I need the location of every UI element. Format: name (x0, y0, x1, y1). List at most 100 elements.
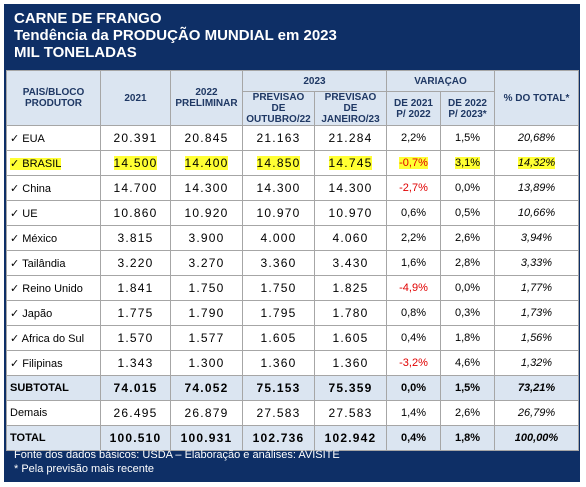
table-cell: -4,9% (386, 275, 441, 301)
table-cell: ✓ México (6, 225, 101, 251)
table-cell: 14.745 (314, 150, 387, 176)
cell-text: 1.360 (260, 356, 297, 370)
table-cell: -2,7% (386, 175, 441, 201)
cell-text: 10.970 (256, 206, 301, 220)
cell-text: 1.360 (332, 356, 369, 370)
cell-text: 4.060 (332, 231, 369, 245)
unit: MIL TONELADAS (14, 44, 137, 61)
table-row: ✓ BRASIL 14.500 14.400 14.850 14.745 -0,7% 3,1… (6, 150, 579, 176)
table-cell: 1.605 (242, 325, 315, 351)
cell-text: 73,21% (517, 382, 556, 394)
table-cell: 27.583 (314, 400, 387, 426)
table-cell: Demais (6, 400, 101, 426)
cell-text: 1.343 (117, 356, 154, 370)
table-row: ✓ Africa do Sul 1.570 1.577 1.605 1.605 0,4% 1… (6, 325, 579, 351)
table-cell: 1.360 (314, 350, 387, 376)
cell-text: 1.790 (188, 306, 225, 320)
table-cell: -0,7% (386, 150, 441, 176)
table-cell: 1,32% (494, 350, 579, 376)
cell-text: 1.577 (188, 331, 225, 345)
table-cell: 26.495 (100, 400, 171, 426)
table-cell: 14.300 (170, 175, 243, 201)
table-cell: ✓ UE (6, 200, 101, 226)
table-cell: 4.060 (314, 225, 387, 251)
table-cell: 74.015 (100, 375, 171, 401)
table-cell: 27.583 (242, 400, 315, 426)
table-cell: 3.360 (242, 250, 315, 276)
table-cell: ✓ Tailândia (6, 250, 101, 276)
table-cell: 14.500 (100, 150, 171, 176)
table-cell: 3.900 (170, 225, 243, 251)
table-cell: 14,32% (494, 150, 579, 176)
cell-text: 1.780 (332, 306, 369, 320)
note: * Pela previsão mais recente (14, 463, 155, 475)
table-cell: ✓ EUA (6, 125, 101, 151)
table-cell: 75.359 (314, 375, 387, 401)
cell-text: 1.841 (117, 281, 154, 295)
cell-text: 1.775 (117, 306, 154, 320)
table-cell: 14.850 (242, 150, 315, 176)
cell-text: 3.220 (117, 256, 154, 270)
table-cell: 1.343 (100, 350, 171, 376)
cell-text: 1,6% (400, 257, 427, 269)
table-cell: 2,8% (440, 250, 495, 276)
cell-text: ✓ Africa do Sul (10, 332, 85, 345)
table-cell: ✓ BRASIL (6, 150, 101, 176)
table-cell: 1,8% (440, 325, 495, 351)
cell-text: 27.583 (328, 406, 373, 420)
cell-text: 0,5% (454, 207, 481, 219)
cell-text: 1.795 (260, 306, 297, 320)
cell-text: 100,00% (514, 432, 559, 444)
table-cell: 4,6% (440, 350, 495, 376)
cell-text: SUBTOTAL (10, 382, 69, 394)
cell-text: 1,73% (520, 307, 553, 319)
cell-text: 14.745 (328, 156, 373, 170)
cell-text: ✓ Reino Unido (10, 282, 83, 295)
table-row: Demais 26.495 26.879 27.583 27.583 1,4% 2,6% 26… (6, 400, 579, 426)
table-cell: SUBTOTAL (6, 375, 101, 401)
table-cell: ✓ Africa do Sul (6, 325, 101, 351)
table-cell: 1.790 (170, 300, 243, 326)
cell-text: 14.500 (113, 156, 158, 170)
table-cell: 4.000 (242, 225, 315, 251)
table-cell: 0,4% (386, 325, 441, 351)
cell-text: 14.850 (256, 156, 301, 170)
cell-text: 1.570 (117, 331, 154, 345)
header-cell: DE 2022 P/ 2023* (440, 91, 495, 126)
header-cell: VARIAÇAO (386, 70, 495, 92)
cell-text: 4.000 (260, 231, 297, 245)
table-cell: -3,2% (386, 350, 441, 376)
table-cell: 1,6% (386, 250, 441, 276)
table-row: ✓ EUA 20.391 20.845 21.163 21.284 2,2% 1,5% 20,… (6, 125, 579, 151)
panel: CARNE DE FRANGO Tendência da PRODUÇÃO MU… (4, 4, 580, 482)
table-cell: 21.163 (242, 125, 315, 151)
cell-text: 1.825 (332, 281, 369, 295)
footer: Fonte dos dados básicos: USDA – Elaboraç… (14, 448, 340, 476)
cell-text: 10,66% (517, 207, 556, 219)
table-cell: 1,5% (440, 375, 495, 401)
cell-text: 1,4% (400, 407, 427, 419)
cell-text: ✓ México (10, 232, 58, 245)
table-cell: 0,0% (386, 375, 441, 401)
cell-text: ✓ Japão (10, 307, 53, 320)
table-body: ✓ EUA 20.391 20.845 21.163 21.284 2,2% 1,5% 20,… (6, 125, 579, 451)
table-cell: 0,0% (440, 175, 495, 201)
header-cell: DE 2021 P/ 2022 (386, 91, 441, 126)
table-cell: 2,6% (440, 225, 495, 251)
table-cell: ✓ Japão (6, 300, 101, 326)
table-cell: 10.970 (242, 200, 315, 226)
cell-text: Demais (10, 407, 48, 419)
cell-text: ✓ China (10, 182, 52, 195)
cell-text: 20.845 (184, 131, 229, 145)
cell-text: 10.860 (113, 206, 158, 220)
table-cell: 1.780 (314, 300, 387, 326)
cell-text: 1.300 (188, 356, 225, 370)
cell-text: ✓ Tailândia (10, 257, 66, 270)
table-row: ✓ Tailândia 3.220 3.270 3.360 3.430 1,6% 2,8% 3… (6, 250, 579, 276)
header-cell: PAIS/BLOCO PRODUTOR (6, 70, 101, 126)
table-cell: 1,73% (494, 300, 579, 326)
table-cell: 100.510 (100, 425, 171, 451)
cell-text: 1.605 (260, 331, 297, 345)
table-row: TOTAL 100.510 100.931 102.736 102.942 0,4% 1,8… (6, 425, 579, 451)
table-cell: ✓ Reino Unido (6, 275, 101, 301)
